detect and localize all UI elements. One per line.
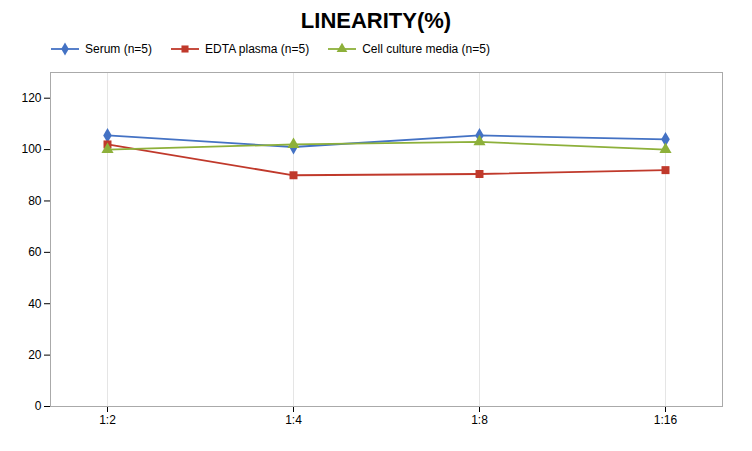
- svg-text:0: 0: [35, 399, 42, 413]
- svg-text:40: 40: [28, 297, 42, 311]
- svg-text:1:8: 1:8: [471, 413, 488, 427]
- svg-text:20: 20: [28, 348, 42, 362]
- svg-text:80: 80: [28, 194, 42, 208]
- html-text:EDTA plasma (n=5): EDTA plasma (n=5): [205, 42, 310, 56]
- html-text:Cell culture media (n=5): Cell culture media (n=5): [362, 42, 490, 56]
- svg-text:1:16: 1:16: [654, 413, 678, 427]
- html-text:LINEARITY(%): LINEARITY(%): [300, 8, 452, 33]
- html-text:Serum (n=5): Serum (n=5): [85, 42, 152, 56]
- svg-text:60: 60: [28, 245, 42, 259]
- svg-text:120: 120: [21, 91, 41, 105]
- svg-text:100: 100: [21, 142, 41, 156]
- svg-text:1:4: 1:4: [285, 413, 302, 427]
- svg-text:1:2: 1:2: [99, 413, 116, 427]
